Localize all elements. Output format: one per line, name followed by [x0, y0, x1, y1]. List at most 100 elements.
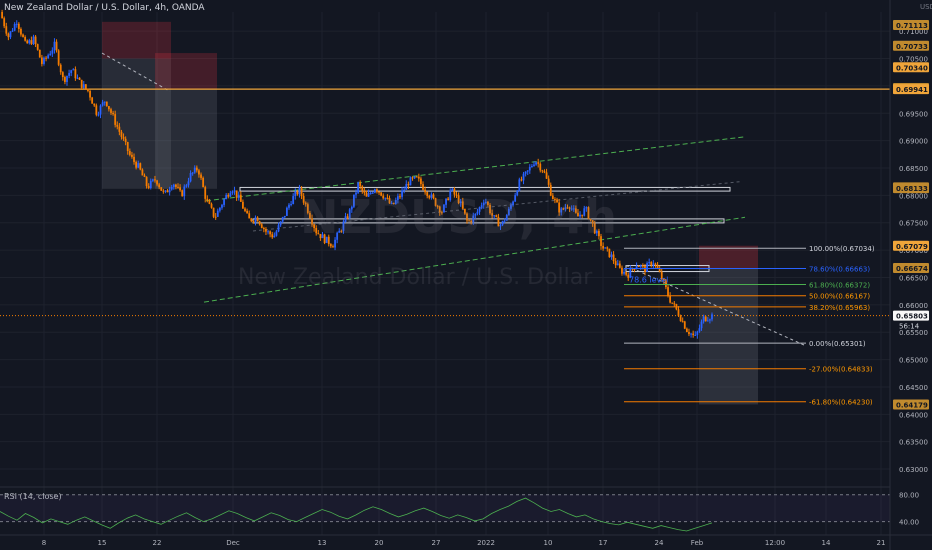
- candle-body: [95, 105, 98, 115]
- candle-body: [581, 214, 584, 216]
- candle-body: [327, 236, 330, 245]
- candle-body: [30, 40, 33, 45]
- candle-body: [49, 53, 52, 56]
- candle-body: [91, 97, 94, 104]
- candle-body: [183, 186, 186, 197]
- fibonacci-levels: 100.00%(0.67034) 78.60%(0.66663) 61.80%(0.…: [624, 245, 875, 407]
- candle-body: [338, 230, 341, 233]
- candle-body: [432, 194, 435, 199]
- candle-body: [625, 271, 628, 275]
- candle-body: [294, 191, 297, 197]
- candle-body: [482, 202, 485, 206]
- candle-body: [72, 69, 75, 71]
- candle-body: [212, 207, 215, 217]
- candle-body: [438, 206, 441, 213]
- candle-body: [648, 262, 651, 264]
- candle-body: [667, 287, 669, 296]
- candle-body: [135, 161, 138, 168]
- candle-body: [595, 230, 598, 234]
- trend-dash: [101, 52, 171, 92]
- price-axis[interactable]: 0.710000.705000.700000.695000.690000.685…: [889, 0, 932, 550]
- candle-body: [304, 202, 307, 205]
- candle-body: [459, 201, 462, 204]
- candle-body: [166, 190, 169, 193]
- candle-body: [491, 213, 494, 216]
- candle-body: [560, 208, 563, 213]
- candle-body: [447, 198, 450, 201]
- candle-body: [436, 205, 439, 207]
- price-badge: [893, 40, 929, 51]
- rsi-title[interactable]: RSI (14, close): [4, 492, 62, 501]
- candle-body: [390, 202, 393, 204]
- price-tick: 0.67000: [899, 247, 928, 255]
- candle-body: [227, 194, 230, 197]
- candle-body: [510, 205, 512, 209]
- candle-body: [585, 207, 588, 209]
- rsi-pane: [0, 486, 890, 532]
- candle-body: [637, 266, 640, 268]
- time-tick: 17: [599, 539, 608, 547]
- candle-body: [562, 208, 565, 210]
- candle-body: [47, 55, 50, 59]
- rsi-band: [0, 494, 890, 522]
- candle-body: [554, 199, 556, 201]
- price-badge-label: 0.65803: [896, 313, 928, 321]
- price-tick: 0.68500: [899, 165, 928, 173]
- price-badge-label: 0.68133: [896, 185, 928, 193]
- candle-body: [480, 205, 483, 208]
- candle-body: [522, 173, 525, 181]
- candle-body: [639, 265, 642, 268]
- candle-body: [641, 265, 644, 267]
- position-zones: [102, 21, 758, 405]
- price-badge-label: 0.70733: [896, 43, 928, 51]
- candle-body: [614, 261, 617, 266]
- candle-body: [323, 234, 326, 243]
- candle-body: [193, 167, 196, 173]
- candle-body: [64, 77, 66, 82]
- chart-title[interactable]: New Zealand Dollar / U.S. Dollar, 4h, OA…: [4, 3, 205, 13]
- candle-body: [55, 41, 58, 51]
- candle-body: [363, 190, 366, 193]
- candle-body: [413, 176, 416, 179]
- candle-body: [549, 184, 552, 196]
- rsi-tick: 40.00: [899, 519, 919, 527]
- candle-body: [296, 191, 299, 195]
- candle-body: [688, 331, 690, 335]
- candle-body: [206, 198, 209, 201]
- candle-body: [112, 112, 114, 115]
- rsi-line: [0, 497, 713, 532]
- time-tick: 2022: [477, 539, 495, 547]
- candle-body: [7, 33, 10, 38]
- candle-body: [531, 166, 533, 168]
- candle-body: [309, 212, 311, 219]
- candle-body: [612, 254, 615, 262]
- time-axis[interactable]: 8 15 22 Dec 13 20 27 2022 10 17 24 Feb 12:00 14 21: [0, 534, 932, 547]
- candle-body: [198, 170, 200, 175]
- candle-body: [145, 176, 148, 187]
- price-tick: 0.64500: [899, 384, 928, 392]
- candle-body: [317, 233, 320, 235]
- candle-body: [156, 180, 158, 185]
- candle-body: [382, 195, 385, 199]
- candle-body: [191, 172, 194, 174]
- stop-zone: [102, 21, 171, 59]
- candle-body: [51, 50, 54, 54]
- time-tick: 10: [544, 539, 553, 547]
- candle-body: [93, 103, 96, 106]
- candle-body: [656, 264, 659, 269]
- price-badge: [893, 84, 929, 95]
- price-tick: 0.67500: [899, 220, 928, 228]
- candle-body: [26, 40, 29, 44]
- candle-body: [665, 280, 667, 288]
- target-zone: [155, 88, 217, 189]
- candle-body: [110, 109, 112, 113]
- candle-body: [468, 220, 470, 222]
- candle-body: [216, 210, 219, 217]
- candle-body: [273, 235, 276, 238]
- candle-body: [361, 186, 364, 191]
- candle-body: [260, 224, 263, 228]
- candle-body: [218, 207, 221, 211]
- candle-body: [650, 262, 653, 266]
- candle-body: [608, 248, 611, 258]
